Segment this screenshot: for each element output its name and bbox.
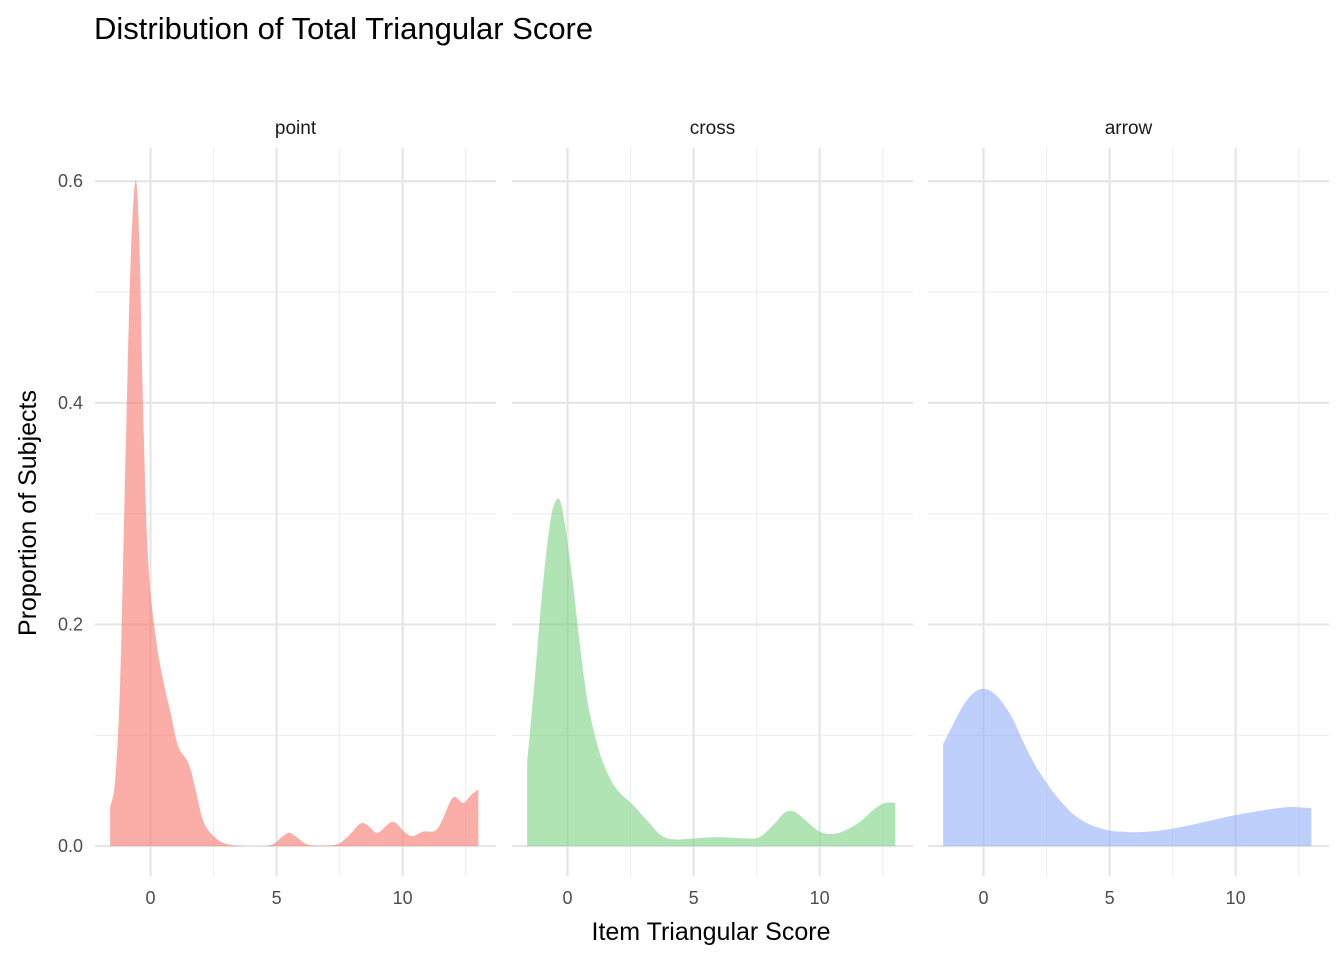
density-area-cross xyxy=(527,498,896,847)
y-axis-title: Proportion of Subjects xyxy=(14,390,42,636)
x-tick-label: 5 xyxy=(1105,888,1115,908)
x-tick-label: 0 xyxy=(562,888,572,908)
panel-cross: cross 0 5 10 xyxy=(512,118,913,908)
x-tick-label: 10 xyxy=(393,888,413,908)
x-tick-label: 0 xyxy=(978,888,988,908)
y-axis: 0.0 0.2 0.4 0.6 xyxy=(58,171,83,856)
y-tick-label: 0.2 xyxy=(58,614,83,634)
facet-strip-label: cross xyxy=(690,118,735,139)
density-area-arrow xyxy=(943,688,1312,847)
chart-title: Distribution of Total Triangular Score xyxy=(94,11,593,46)
facet-strip-label: point xyxy=(275,118,317,139)
y-tick-label: 0.6 xyxy=(58,171,83,191)
x-axis-title: Item Triangular Score xyxy=(592,918,831,946)
y-tick-label: 0.4 xyxy=(58,393,83,413)
panel-arrow: arrow 0 5 10 xyxy=(928,118,1329,908)
x-tick-label: 0 xyxy=(145,888,155,908)
y-tick-label: 0.0 xyxy=(58,836,83,856)
x-tick-label: 5 xyxy=(689,888,699,908)
panel-point: point 0 5 10 xyxy=(95,118,496,908)
density-area-point xyxy=(110,180,479,847)
panels-layer: point 0 5 10 cross 0 5 10 arrow 0 5 10 xyxy=(95,118,1329,908)
facet-strip-label: arrow xyxy=(1105,118,1153,139)
x-tick-label: 10 xyxy=(1226,888,1246,908)
x-tick-label: 5 xyxy=(272,888,282,908)
x-tick-label: 10 xyxy=(810,888,830,908)
